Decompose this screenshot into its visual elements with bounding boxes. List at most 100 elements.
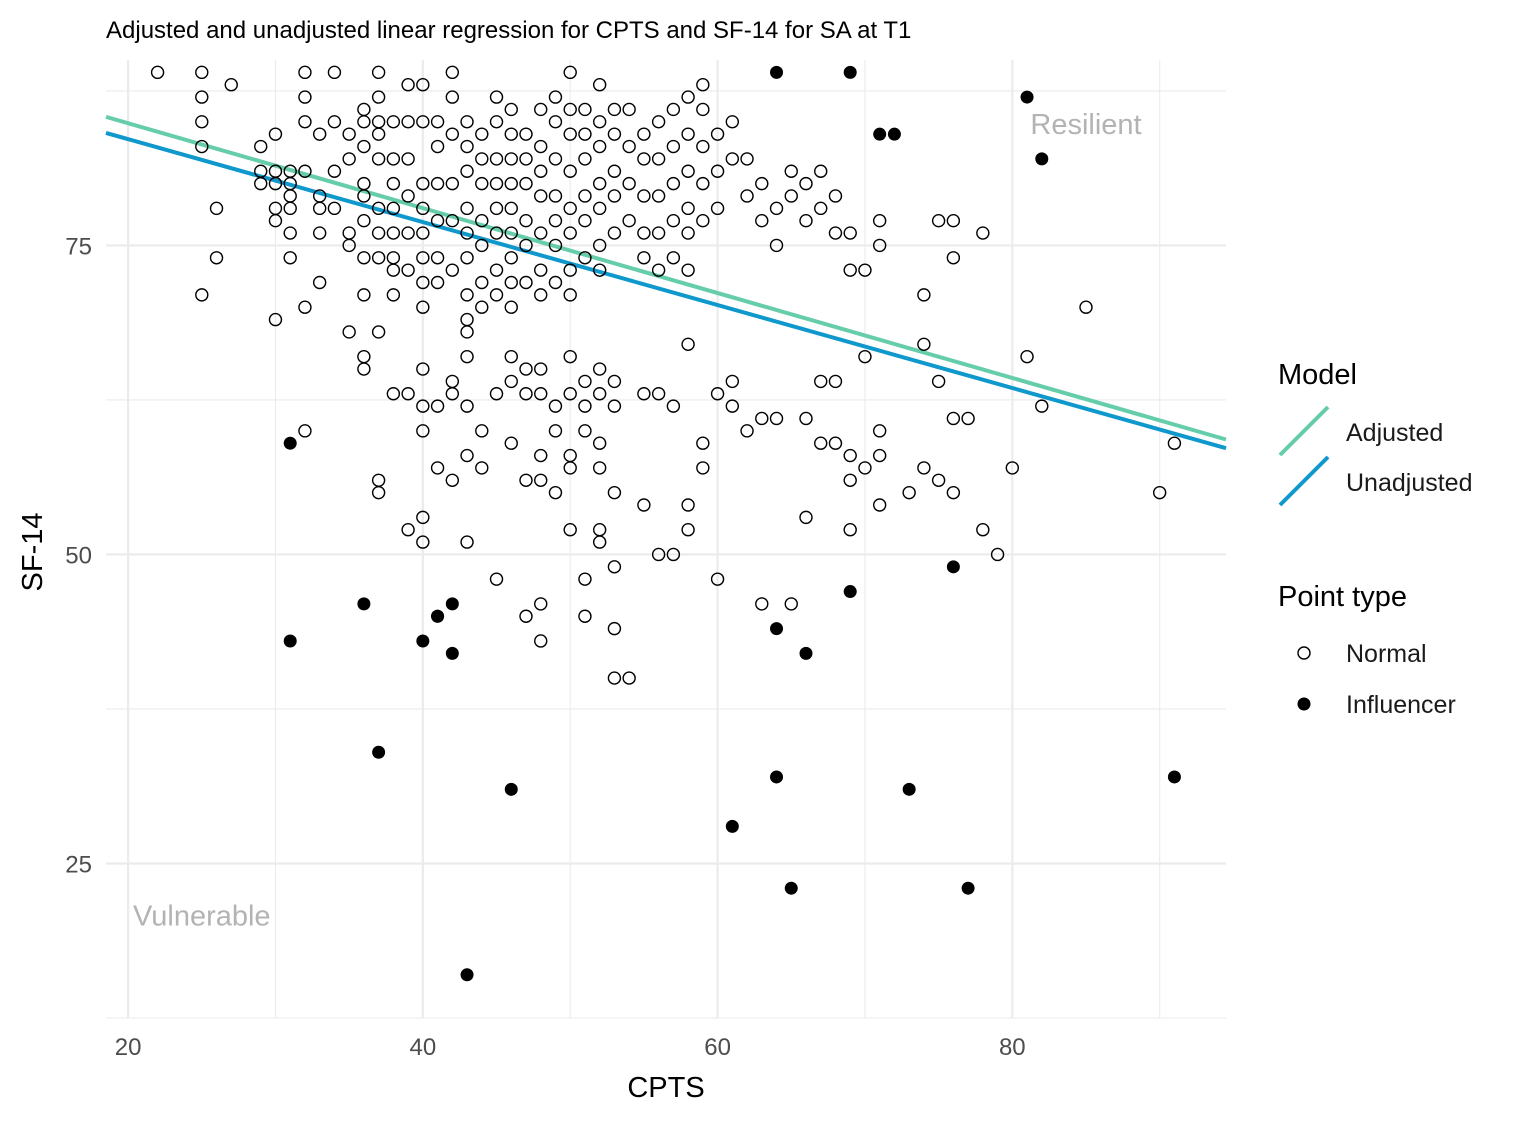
normal-point [416, 275, 430, 290]
normal-point [386, 176, 401, 191]
normal-point [592, 436, 607, 450]
normal-point [534, 226, 548, 240]
normal-point [312, 127, 327, 141]
x-tick-label: 60 [704, 1034, 731, 1061]
normal-point [416, 251, 430, 265]
normal-point [563, 523, 577, 537]
normal-point [298, 65, 312, 80]
normal-point [1020, 349, 1034, 364]
normal-point [386, 263, 401, 277]
normal-point [651, 226, 666, 240]
normal-point [357, 189, 371, 203]
normal-point [592, 387, 607, 401]
normal-point [342, 127, 356, 141]
normal-point [828, 189, 843, 203]
influencer-point [873, 127, 887, 141]
normal-point [799, 176, 813, 191]
normal-point [578, 424, 592, 438]
normal-point [666, 251, 681, 265]
annotation-vulnerable: Vulnerable [133, 900, 271, 932]
normal-point [371, 115, 386, 129]
normal-point [858, 349, 872, 364]
normal-point [769, 238, 784, 253]
normal-point [622, 102, 636, 117]
normal-point [931, 213, 946, 228]
normal-point [592, 78, 607, 92]
normal-point [799, 213, 813, 228]
normal-point [696, 436, 710, 450]
normal-point [814, 164, 828, 178]
normal-point [327, 115, 342, 129]
normal-point [401, 226, 415, 240]
normal-point [784, 164, 798, 178]
normal-point [931, 374, 946, 389]
influencer-point [946, 560, 960, 574]
normal-point [386, 288, 401, 302]
normal-point [534, 288, 548, 302]
legend-point-type: Point type Normal Influencer [1278, 581, 1456, 719]
normal-point [902, 485, 916, 500]
normal-point [607, 485, 622, 500]
normal-point [725, 399, 740, 413]
normal-point [283, 189, 297, 203]
normal-point [946, 485, 961, 500]
normal-point [799, 510, 813, 525]
normal-point [946, 251, 961, 265]
normal-point [475, 275, 489, 290]
normal-point [534, 597, 548, 611]
normal-point [976, 523, 990, 537]
normal-point [725, 374, 740, 389]
normal-point [489, 201, 504, 216]
normal-point [298, 90, 312, 104]
normal-point [283, 164, 297, 178]
influencer-point [1020, 90, 1034, 104]
normal-point [195, 139, 209, 154]
normal-point [784, 189, 798, 203]
influencer-point [460, 968, 474, 982]
normal-point [416, 115, 430, 129]
normal-point [357, 362, 371, 376]
annotation-resilient: Resilient [1030, 109, 1141, 141]
normal-point [445, 374, 460, 389]
normal-point [371, 152, 386, 166]
normal-point [519, 609, 533, 623]
normal-point [489, 387, 504, 401]
normal-point [445, 90, 460, 104]
normal-point [592, 263, 607, 277]
normal-point [504, 436, 518, 450]
normal-point [460, 201, 474, 216]
normal-point [1005, 461, 1020, 475]
normal-point [460, 325, 474, 339]
normal-point [637, 498, 651, 512]
normal-point [268, 201, 283, 216]
normal-point [725, 115, 740, 129]
x-tick-label: 20 [115, 1034, 142, 1061]
normal-point [209, 201, 224, 216]
normal-point [990, 547, 1005, 562]
normal-point [548, 275, 563, 290]
normal-point [519, 152, 533, 166]
normal-point [489, 226, 504, 240]
legend-label-adjusted: Adjusted [1346, 419, 1443, 447]
normal-point [592, 238, 607, 253]
normal-point [460, 312, 474, 327]
influencer-point [843, 65, 857, 79]
normal-point [769, 201, 784, 216]
normal-point [858, 461, 872, 475]
normal-point [327, 65, 342, 80]
normal-point [283, 226, 297, 240]
normal-point [681, 164, 695, 178]
normal-point [371, 485, 386, 500]
influencer-point [372, 745, 386, 759]
normal-point [696, 78, 710, 92]
normal-point [298, 164, 312, 178]
normal-point [622, 671, 636, 685]
normal-point [195, 65, 209, 80]
normal-point [548, 115, 563, 129]
normal-point [519, 275, 533, 290]
normal-point [534, 473, 548, 487]
normal-point [371, 65, 386, 80]
normal-point [843, 473, 857, 487]
normal-point [445, 176, 460, 191]
